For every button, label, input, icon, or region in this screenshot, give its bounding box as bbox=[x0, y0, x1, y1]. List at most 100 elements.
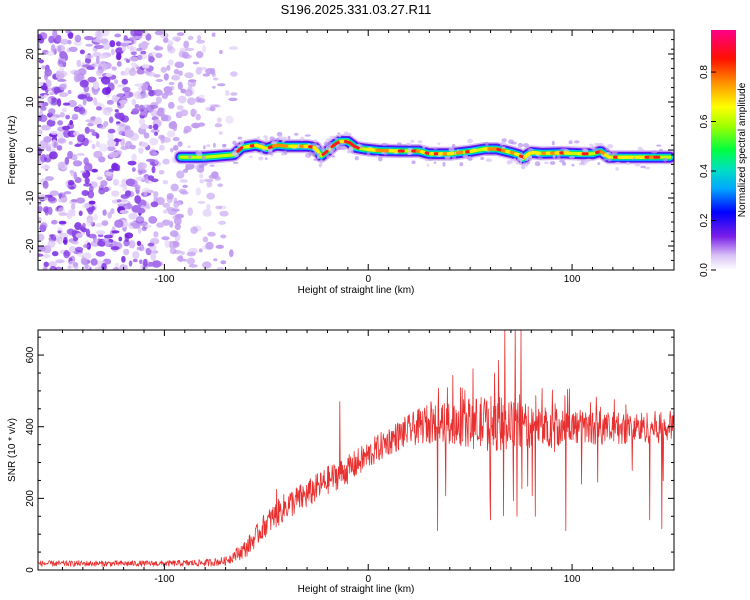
noise-blob bbox=[98, 124, 107, 130]
ridge-halo-blob bbox=[634, 163, 641, 167]
noise-blob bbox=[134, 30, 144, 37]
ridge-halo-blob bbox=[269, 136, 275, 142]
ridge-halo-blob bbox=[609, 153, 614, 156]
noise-blob bbox=[93, 97, 98, 106]
noise-blob bbox=[211, 72, 216, 78]
ridge-halo-blob bbox=[511, 141, 517, 145]
noise-blob bbox=[155, 52, 163, 59]
ridge-halo-blob bbox=[258, 156, 264, 161]
noise-blob bbox=[94, 239, 99, 243]
noise-blob bbox=[105, 73, 113, 77]
ridge-halo-blob bbox=[537, 155, 541, 158]
ridge-halo-blob bbox=[448, 147, 455, 152]
ridge-halo-blob bbox=[345, 132, 352, 136]
ridge-halo-blob bbox=[556, 154, 561, 159]
ridge-halo-blob bbox=[651, 150, 658, 154]
ridge-halo-blob bbox=[316, 155, 320, 160]
noise-blob bbox=[85, 119, 95, 123]
x-tick-label: -100 bbox=[154, 274, 174, 285]
noise-blob bbox=[116, 199, 122, 203]
noise-blob bbox=[168, 81, 175, 86]
ridge-hot-segment bbox=[603, 153, 612, 159]
noise-blob bbox=[57, 236, 63, 245]
noise-blob bbox=[110, 208, 115, 215]
noise-blob bbox=[105, 171, 113, 176]
noise-blob bbox=[220, 234, 227, 239]
noise-blob bbox=[48, 196, 58, 204]
noise-blob bbox=[115, 122, 125, 127]
noise-blob bbox=[163, 219, 172, 226]
noise-blob bbox=[154, 158, 159, 165]
noise-blob bbox=[160, 135, 165, 144]
noise-blob bbox=[57, 230, 62, 234]
noise-blob bbox=[119, 209, 129, 214]
noise-blob bbox=[84, 177, 90, 184]
noise-blob bbox=[156, 109, 165, 117]
noise-blob bbox=[63, 191, 72, 195]
ridge-halo-blob bbox=[520, 165, 525, 169]
noise-blob bbox=[195, 67, 202, 75]
ridge-halo-blob bbox=[329, 135, 336, 139]
ridge-hot-segment bbox=[236, 146, 244, 153]
noise-blob bbox=[46, 143, 52, 148]
ridge-halo-blob bbox=[198, 164, 205, 169]
ridge-halo-blob bbox=[340, 145, 346, 148]
noise-blob bbox=[184, 89, 193, 97]
colorbar-label: Normalized spectral amplitude bbox=[737, 82, 748, 217]
noise-blob bbox=[178, 50, 186, 58]
ridge-halo-blob bbox=[381, 142, 388, 147]
noise-blob bbox=[88, 200, 96, 205]
ridge-halo-blob bbox=[268, 148, 273, 153]
noise-blob bbox=[212, 77, 219, 81]
noise-blob bbox=[137, 162, 144, 171]
noise-blob bbox=[183, 129, 189, 134]
noise-blob bbox=[183, 40, 190, 49]
spectrogram-ridge-layer bbox=[173, 131, 674, 171]
noise-blob bbox=[81, 227, 87, 233]
y-tick-label: 200 bbox=[25, 490, 36, 507]
noise-blob bbox=[225, 89, 230, 96]
noise-blob bbox=[106, 99, 114, 105]
ridge-halo-blob bbox=[348, 146, 353, 150]
noise-blob bbox=[154, 30, 164, 36]
y-tick-label: 0 bbox=[25, 147, 36, 153]
spectrogram-x-label: Height of straight line (km) bbox=[298, 285, 415, 296]
snr-background bbox=[38, 330, 674, 570]
noise-blob bbox=[95, 223, 103, 228]
ridge-halo-blob bbox=[586, 158, 591, 161]
noise-blob bbox=[53, 141, 59, 148]
noise-blob bbox=[134, 195, 142, 204]
ridge-hot-segment bbox=[352, 144, 360, 150]
noise-blob bbox=[81, 190, 90, 196]
ridge-halo-blob bbox=[234, 143, 240, 146]
noise-blob bbox=[118, 236, 123, 242]
ridge-halo-blob bbox=[615, 167, 619, 171]
noise-blob bbox=[160, 66, 167, 73]
noise-blob bbox=[125, 140, 133, 150]
noise-blob bbox=[87, 190, 95, 199]
noise-blob bbox=[170, 121, 177, 126]
noise-blob bbox=[136, 207, 146, 214]
noise-blob bbox=[57, 120, 63, 126]
noise-blob bbox=[56, 132, 64, 139]
noise-blob bbox=[177, 81, 183, 90]
noise-blob bbox=[148, 90, 156, 96]
noise-blob bbox=[113, 138, 122, 142]
ridge-halo-blob bbox=[444, 156, 451, 160]
noise-blob bbox=[111, 66, 117, 71]
noise-blob bbox=[88, 129, 95, 133]
noise-blob bbox=[153, 123, 159, 130]
ridge-halo-blob bbox=[513, 157, 517, 163]
y-tick-label: 400 bbox=[25, 418, 36, 435]
snr-panel: -100 0 100 0 200 400 600 Height of straight l… bbox=[7, 329, 675, 595]
noise-blob bbox=[116, 93, 126, 98]
noise-blob bbox=[141, 141, 149, 148]
noise-blob bbox=[135, 216, 145, 224]
noise-blob bbox=[230, 71, 238, 77]
noise-blob bbox=[213, 258, 218, 262]
noise-blob bbox=[215, 244, 224, 249]
noise-blob bbox=[126, 59, 130, 63]
noise-blob bbox=[38, 147, 43, 156]
noise-blob bbox=[207, 231, 216, 237]
noise-blob bbox=[147, 242, 155, 247]
